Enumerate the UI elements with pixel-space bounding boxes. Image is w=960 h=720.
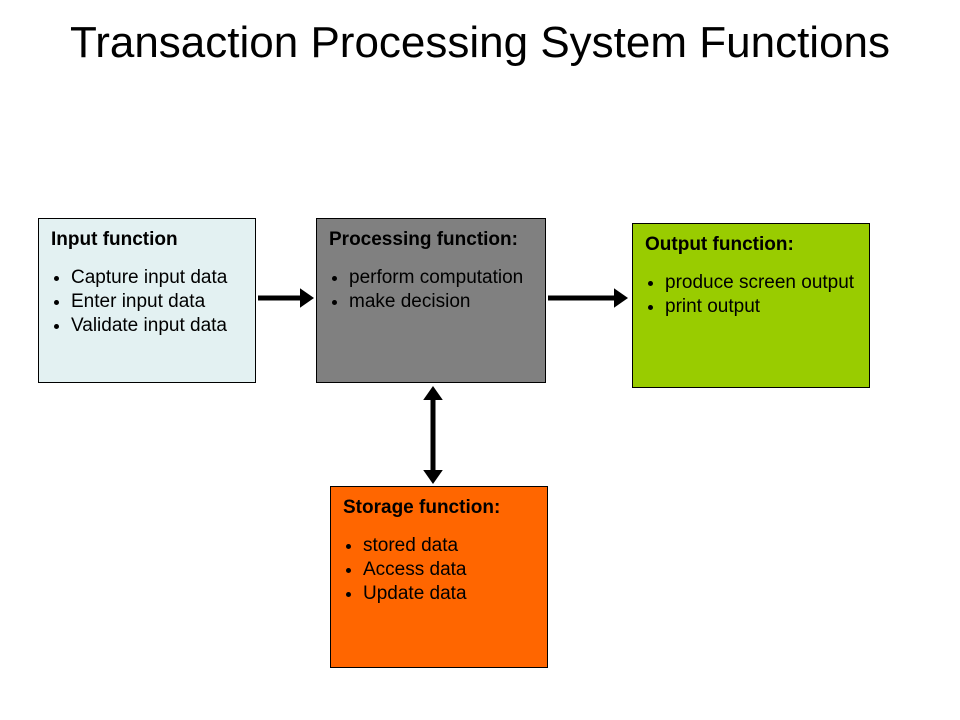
list-item: Update data [363, 583, 537, 605]
node-storage-list: stored data Access data Update data [343, 535, 537, 605]
list-item: print output [665, 296, 859, 318]
node-processing: Processing function: perform computation… [316, 218, 546, 383]
list-item: Access data [363, 559, 537, 581]
arrow-processing-to-output [548, 288, 628, 308]
list-item: stored data [363, 535, 537, 557]
list-item: Enter input data [71, 291, 245, 313]
node-output-list: produce screen output print output [645, 272, 859, 318]
diagram-canvas: Input function Capture input data Enter … [0, 0, 960, 720]
list-item: make decision [349, 291, 535, 313]
list-item: perform computation [349, 267, 535, 289]
arrow-input-to-processing [258, 288, 314, 308]
list-item: Capture input data [71, 267, 245, 289]
list-item: produce screen output [665, 272, 859, 294]
node-output-heading: Output function: [645, 234, 859, 256]
node-input-heading: Input function [51, 229, 245, 251]
list-item: Validate input data [71, 315, 245, 337]
node-storage-heading: Storage function: [343, 497, 537, 519]
node-processing-heading: Processing function: [329, 229, 535, 251]
arrow-processing-to-storage [423, 386, 443, 484]
node-processing-list: perform computation make decision [329, 267, 535, 313]
node-input-list: Capture input data Enter input data Vali… [51, 267, 245, 337]
node-input: Input function Capture input data Enter … [38, 218, 256, 383]
node-output: Output function: produce screen output p… [632, 223, 870, 388]
node-storage: Storage function: stored data Access dat… [330, 486, 548, 668]
